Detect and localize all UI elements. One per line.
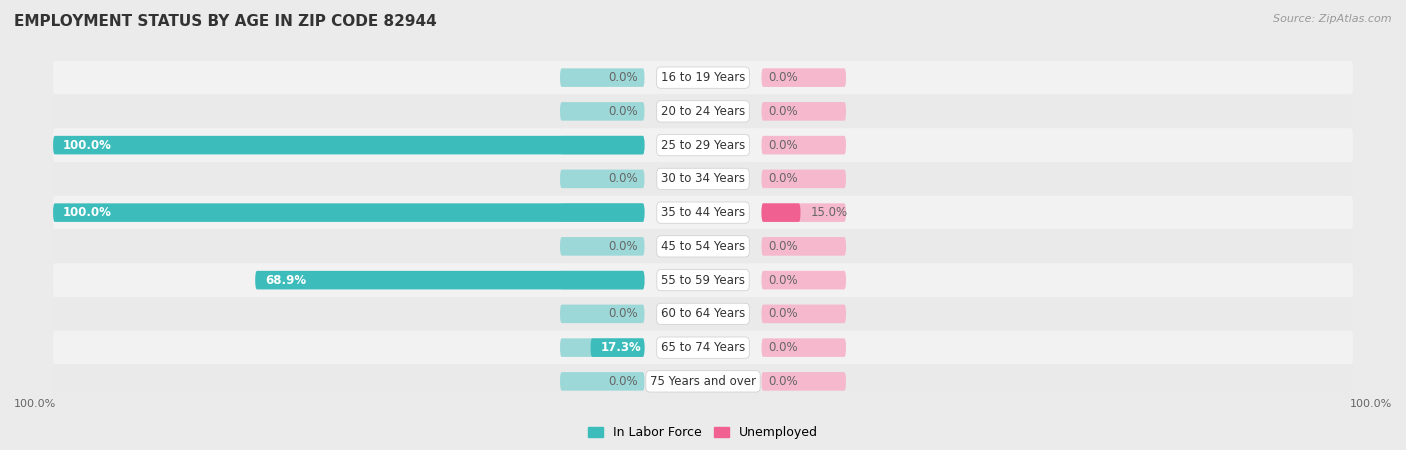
FancyBboxPatch shape xyxy=(762,68,846,87)
FancyBboxPatch shape xyxy=(53,136,644,154)
Text: 100.0%: 100.0% xyxy=(63,139,111,152)
Text: 0.0%: 0.0% xyxy=(609,307,638,320)
Text: 0.0%: 0.0% xyxy=(609,240,638,253)
Text: 0.0%: 0.0% xyxy=(609,105,638,118)
FancyBboxPatch shape xyxy=(762,271,846,289)
FancyBboxPatch shape xyxy=(560,372,644,391)
Text: 65 to 74 Years: 65 to 74 Years xyxy=(661,341,745,354)
Text: 30 to 34 Years: 30 to 34 Years xyxy=(661,172,745,185)
Text: 0.0%: 0.0% xyxy=(609,172,638,185)
Text: 0.0%: 0.0% xyxy=(768,341,797,354)
Text: 17.3%: 17.3% xyxy=(600,341,641,354)
Text: 35 to 44 Years: 35 to 44 Years xyxy=(661,206,745,219)
FancyBboxPatch shape xyxy=(560,68,644,87)
Text: 20 to 24 Years: 20 to 24 Years xyxy=(661,105,745,118)
FancyBboxPatch shape xyxy=(53,196,1353,230)
FancyBboxPatch shape xyxy=(762,237,846,256)
FancyBboxPatch shape xyxy=(560,170,644,188)
Text: 0.0%: 0.0% xyxy=(768,172,797,185)
Text: 0.0%: 0.0% xyxy=(768,375,797,388)
FancyBboxPatch shape xyxy=(560,271,644,289)
FancyBboxPatch shape xyxy=(53,94,1353,128)
FancyBboxPatch shape xyxy=(560,136,644,154)
Text: 0.0%: 0.0% xyxy=(768,240,797,253)
FancyBboxPatch shape xyxy=(762,338,846,357)
FancyBboxPatch shape xyxy=(762,203,846,222)
Text: 55 to 59 Years: 55 to 59 Years xyxy=(661,274,745,287)
FancyBboxPatch shape xyxy=(53,263,1353,297)
FancyBboxPatch shape xyxy=(53,331,1353,364)
Text: 45 to 54 Years: 45 to 54 Years xyxy=(661,240,745,253)
FancyBboxPatch shape xyxy=(560,338,644,357)
FancyBboxPatch shape xyxy=(53,128,1353,162)
FancyBboxPatch shape xyxy=(762,305,846,323)
FancyBboxPatch shape xyxy=(762,136,846,154)
FancyBboxPatch shape xyxy=(560,203,644,222)
FancyBboxPatch shape xyxy=(762,372,846,391)
Text: 0.0%: 0.0% xyxy=(768,105,797,118)
Text: 68.9%: 68.9% xyxy=(264,274,307,287)
FancyBboxPatch shape xyxy=(53,297,1353,331)
FancyBboxPatch shape xyxy=(591,338,644,357)
Text: 0.0%: 0.0% xyxy=(768,71,797,84)
FancyBboxPatch shape xyxy=(560,237,644,256)
Text: 0.0%: 0.0% xyxy=(768,274,797,287)
Text: 100.0%: 100.0% xyxy=(1350,399,1392,410)
FancyBboxPatch shape xyxy=(53,230,1353,263)
FancyBboxPatch shape xyxy=(53,364,1353,398)
FancyBboxPatch shape xyxy=(560,305,644,323)
Text: EMPLOYMENT STATUS BY AGE IN ZIP CODE 82944: EMPLOYMENT STATUS BY AGE IN ZIP CODE 829… xyxy=(14,14,437,28)
FancyBboxPatch shape xyxy=(53,203,644,222)
Text: 15.0%: 15.0% xyxy=(810,206,848,219)
Text: 0.0%: 0.0% xyxy=(768,307,797,320)
FancyBboxPatch shape xyxy=(53,61,1353,94)
Text: 0.0%: 0.0% xyxy=(609,375,638,388)
Text: 16 to 19 Years: 16 to 19 Years xyxy=(661,71,745,84)
FancyBboxPatch shape xyxy=(560,102,644,121)
Text: 25 to 29 Years: 25 to 29 Years xyxy=(661,139,745,152)
FancyBboxPatch shape xyxy=(762,102,846,121)
Text: 100.0%: 100.0% xyxy=(14,399,56,410)
Text: Source: ZipAtlas.com: Source: ZipAtlas.com xyxy=(1274,14,1392,23)
Legend: In Labor Force, Unemployed: In Labor Force, Unemployed xyxy=(583,421,823,445)
FancyBboxPatch shape xyxy=(53,162,1353,196)
Text: 0.0%: 0.0% xyxy=(609,71,638,84)
FancyBboxPatch shape xyxy=(256,271,644,289)
Text: 0.0%: 0.0% xyxy=(768,139,797,152)
FancyBboxPatch shape xyxy=(762,170,846,188)
Text: 100.0%: 100.0% xyxy=(63,206,111,219)
Text: 75 Years and over: 75 Years and over xyxy=(650,375,756,388)
FancyBboxPatch shape xyxy=(762,203,800,222)
Text: 60 to 64 Years: 60 to 64 Years xyxy=(661,307,745,320)
